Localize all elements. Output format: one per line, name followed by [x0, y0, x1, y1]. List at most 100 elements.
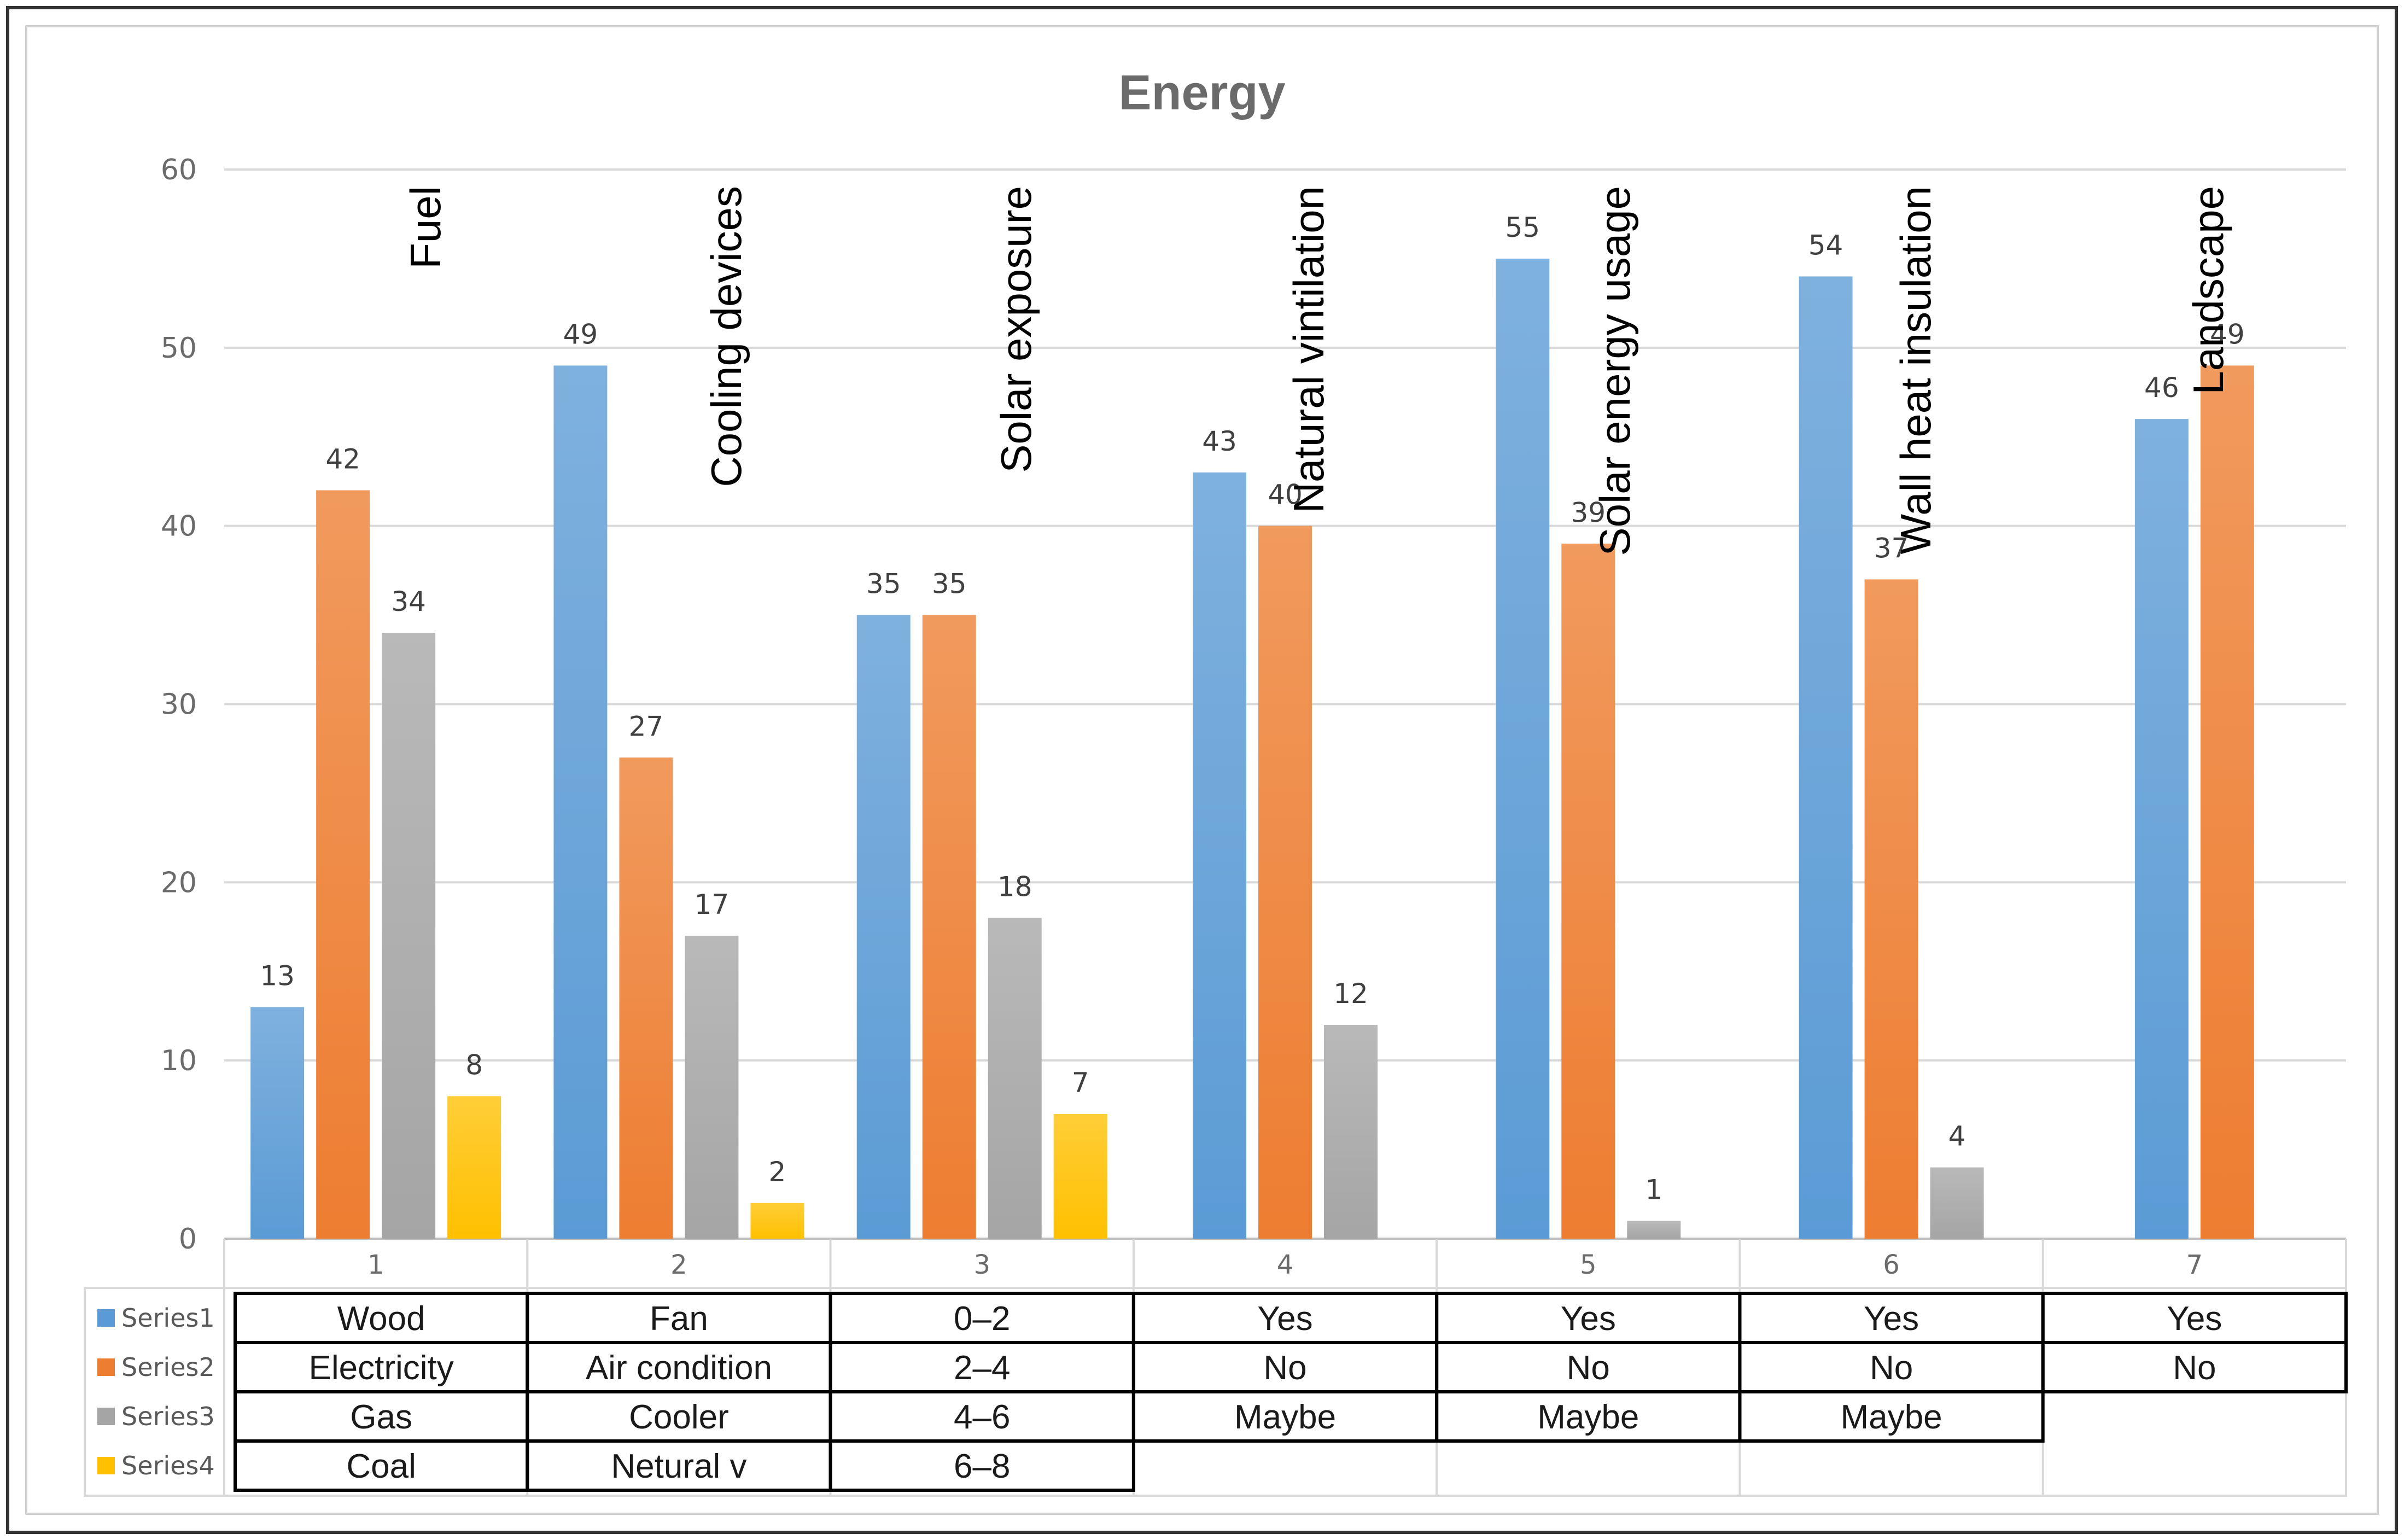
bar-series1 — [1799, 276, 1853, 1239]
bar-series2 — [1561, 544, 1615, 1239]
table-cell: Maybe — [1841, 1398, 1942, 1436]
table-cell-box — [828, 1439, 1135, 1492]
data-label: 34 — [391, 586, 426, 617]
bar-series2 — [922, 615, 976, 1239]
chart-border — [25, 25, 2379, 1515]
table-cell: Yes — [1864, 1300, 1919, 1338]
y-tick-label: 50 — [161, 332, 197, 365]
data-labels: 13 42 34 8 49 27 17 2 35 35 18 7 43 40 12 55 39 1 54 37 4 46 4… — [260, 212, 2244, 1206]
bar-series3 — [1627, 1221, 1681, 1239]
category-annotation: Cooling devices — [702, 186, 750, 487]
bar-series3 — [685, 936, 739, 1239]
legend-label: Series2 — [121, 1352, 215, 1382]
table-cell: 6–8 — [954, 1448, 1010, 1485]
bar-series2 — [2200, 365, 2254, 1239]
table-cell: Maybe — [1537, 1398, 1639, 1436]
data-label: 42 — [325, 444, 360, 475]
category-annotation: Fuel — [401, 186, 450, 269]
data-label: 54 — [1808, 230, 1843, 261]
table-cell: No — [1263, 1349, 1306, 1387]
bar-series4 — [1053, 1113, 1107, 1239]
table-cell: No — [2173, 1349, 2216, 1387]
data-label: 18 — [997, 871, 1032, 903]
data-label: 37 — [1874, 532, 1909, 564]
data-label: 2 — [769, 1156, 786, 1188]
bar-series2 — [619, 757, 673, 1239]
category-number: 4 — [1277, 1250, 1294, 1280]
category-annotation: Landscape — [2184, 186, 2232, 395]
bar-series4 — [447, 1096, 501, 1239]
data-label: 40 — [1268, 479, 1303, 511]
data-label: 7 — [1072, 1067, 1089, 1099]
category-number: 5 — [1580, 1250, 1597, 1280]
bar-series2 — [316, 490, 370, 1239]
bar-series1 — [553, 365, 608, 1239]
table-cell: Gas — [350, 1398, 412, 1436]
bar-series3 — [1324, 1025, 1378, 1239]
bar-series3 — [1930, 1167, 1984, 1239]
bar-series1 — [856, 615, 911, 1239]
table-cell: Coal — [346, 1448, 416, 1485]
data-label: 49 — [2210, 318, 2245, 350]
data-label: 35 — [866, 568, 901, 600]
table-cell: Yes — [2167, 1300, 2222, 1338]
y-axis: 0 10 20 30 40 50 60 — [161, 154, 2346, 1256]
bar-series4 — [750, 1203, 804, 1239]
y-tick-label: 40 — [161, 510, 197, 543]
table-cell: Maybe — [1234, 1398, 1336, 1436]
category-number: 2 — [670, 1250, 687, 1280]
data-table: 1 2 3 4 5 6 7 Series1 Wood Fan 0–2 Yes Yes Yes Yes Seri… — [84, 1239, 2348, 1497]
data-label: 17 — [695, 889, 730, 920]
legend-swatch-series4 — [97, 1457, 115, 1474]
y-tick-label: 20 — [161, 866, 197, 899]
table-cell: No — [1567, 1349, 1610, 1387]
chart-title: Energy — [1118, 66, 1285, 120]
table-cell-box — [2041, 1341, 2348, 1393]
bars — [250, 258, 2254, 1239]
legend-swatch-series2 — [97, 1358, 115, 1376]
bar-series1 — [250, 1007, 305, 1239]
table-cell: Netural v — [611, 1448, 746, 1485]
data-label: 13 — [260, 960, 295, 991]
category-number: 7 — [2186, 1250, 2203, 1280]
table-cell: Yes — [1561, 1300, 1616, 1338]
data-label: 39 — [1571, 497, 1606, 528]
y-tick-label: 60 — [161, 154, 197, 186]
bar-series2 — [1864, 579, 1918, 1239]
category-annotation: Solar exposure — [992, 186, 1040, 473]
bar-series1 — [2134, 419, 2189, 1239]
category-number: 3 — [973, 1250, 990, 1280]
y-tick-label: 0 — [179, 1223, 197, 1256]
legend-label: Series4 — [121, 1451, 215, 1480]
data-label: 8 — [465, 1049, 483, 1081]
data-label: 43 — [1202, 425, 1237, 457]
table-cell: No — [1870, 1349, 1913, 1387]
bar-series1 — [1496, 258, 1550, 1239]
legend-swatch-series3 — [97, 1408, 115, 1425]
table-cell: Wood — [337, 1300, 425, 1338]
table-cell: Air condition — [586, 1349, 772, 1387]
legend-label: Series3 — [121, 1402, 215, 1431]
data-label: 1 — [1645, 1174, 1662, 1205]
data-label: 4 — [1948, 1121, 1966, 1152]
data-label: 27 — [629, 710, 664, 742]
legend-label: Series1 — [121, 1303, 215, 1333]
bar-series1 — [1193, 472, 1246, 1239]
data-label: 35 — [932, 568, 967, 600]
legend-swatch-series1 — [97, 1309, 115, 1327]
category-annotation: Solar energy usage — [1591, 186, 1639, 556]
category-labels: Fuel Cooling devices Solar exposure Natural… — [401, 186, 2232, 556]
data-label: 49 — [563, 318, 598, 350]
table-cell: Cooler — [629, 1398, 729, 1436]
y-tick-label: 30 — [161, 689, 197, 721]
category-annotation: Wall heat insulation — [1892, 186, 1940, 554]
table-cell: 2–4 — [954, 1349, 1010, 1387]
table-cell: Electricity — [309, 1349, 454, 1387]
bar-series3 — [988, 918, 1042, 1239]
bar-series2 — [1258, 526, 1312, 1239]
data-label: 12 — [1333, 978, 1368, 1010]
category-number: 1 — [367, 1250, 384, 1280]
data-label: 55 — [1505, 212, 1540, 243]
table-cell: Yes — [1257, 1300, 1312, 1338]
